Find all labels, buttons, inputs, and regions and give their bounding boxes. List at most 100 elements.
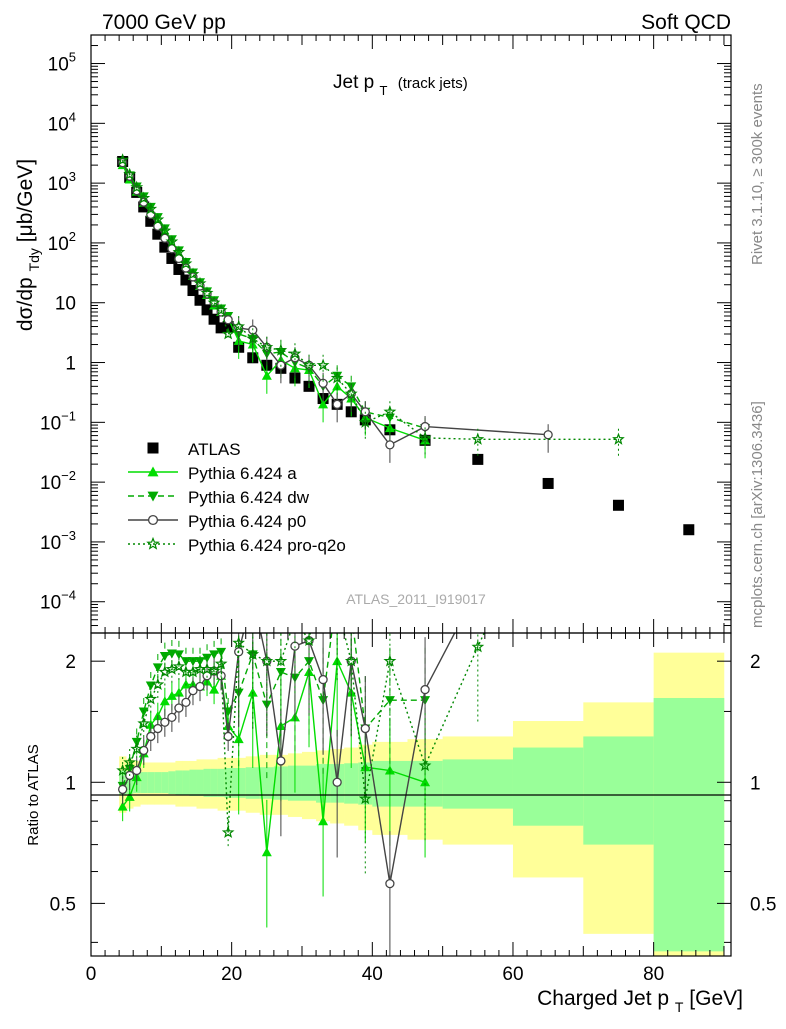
ratio-uncertainty-bands	[119, 652, 725, 956]
data-point	[193, 276, 207, 289]
data-point	[316, 358, 330, 371]
data-point	[158, 224, 172, 237]
y-tick-label: 104	[48, 109, 76, 135]
main-ylabel-main: dσ/dp	[14, 277, 37, 331]
y-tick-label: 105	[48, 50, 76, 76]
green-band-bin	[653, 697, 725, 952]
y-tick-base: 10	[48, 234, 69, 255]
data-point	[358, 415, 372, 428]
ratio-point	[209, 650, 220, 660]
main-frame	[90, 34, 732, 634]
data-point	[222, 321, 234, 333]
green-band-bin	[161, 772, 169, 794]
series-pythia-6-424-pro-q2o	[116, 153, 625, 458]
ratio-point	[332, 777, 342, 787]
ratio-point	[144, 692, 158, 705]
y-tick-base: 10	[40, 473, 61, 494]
x-tick-label: 40	[362, 964, 383, 985]
y-tick-label: 10−2	[40, 468, 76, 494]
ratio-y-tick-label-right: 0.5	[750, 894, 776, 915]
ratio-point	[233, 734, 244, 744]
legend: ATLAS Pythia 6.424 a Pythia 6.424 dw Pythia…	[128, 440, 346, 555]
ratio-point	[209, 684, 220, 694]
ratio-point	[318, 816, 329, 826]
ratio-point	[275, 667, 286, 677]
data-point	[165, 235, 179, 248]
series-pythia-6-424-a	[117, 160, 431, 459]
data-point	[166, 252, 178, 264]
x-axis-label: Charged Jet p T [GeV]	[537, 987, 743, 1017]
data-point	[260, 340, 274, 353]
green-band-bin	[154, 772, 162, 794]
y-tick-label: 102	[48, 229, 76, 255]
data-point	[137, 191, 151, 204]
data-point	[302, 358, 316, 371]
ratio-point	[167, 712, 177, 723]
green-band-bin	[203, 768, 211, 797]
ratio-point	[187, 657, 198, 667]
header-left: 7000 GeV pp	[102, 11, 226, 34]
ratio-point	[130, 742, 144, 755]
ratio-point	[165, 662, 179, 675]
data-point	[221, 327, 235, 340]
data-point	[159, 241, 171, 253]
ratio-point	[173, 687, 184, 697]
green-band-bin	[196, 769, 204, 796]
data-point	[232, 319, 245, 333]
ratio-point	[318, 674, 328, 685]
header-right: Soft QCD	[641, 11, 731, 34]
ratio-point	[160, 717, 170, 727]
data-point	[201, 304, 213, 316]
green-band-bin	[210, 768, 218, 797]
svg-text:dσ/dp Tdy [μb/GeV: dσ/dp Tdy [μb/GeV]	[14, 159, 44, 331]
legend-entry: ATLAS	[147, 440, 241, 459]
ratio-point	[158, 665, 172, 678]
ratio-point	[276, 756, 286, 766]
data-point	[472, 453, 484, 465]
data-point	[123, 167, 137, 180]
series-line	[121, 161, 426, 429]
ratio-point	[180, 657, 191, 667]
data-point	[330, 371, 344, 384]
data-point	[152, 228, 164, 240]
mcplots-label: mcplots.cern.ch [arXiv:1306.3436]	[749, 401, 766, 628]
y-tick-exp: 4	[69, 109, 76, 124]
data-point	[383, 405, 397, 418]
ratio-point	[146, 731, 156, 742]
data-point	[186, 267, 200, 280]
ratio-point	[172, 659, 186, 672]
legend-marker	[147, 466, 159, 477]
chart-title-main: Jet p	[333, 72, 374, 93]
y-tick-exp: −1	[61, 408, 76, 423]
ratio-point	[151, 677, 165, 691]
y-tick-label: 1	[65, 354, 76, 375]
ratio-point	[124, 791, 135, 801]
y-tick-label: 10−3	[40, 528, 76, 554]
ratio-point	[471, 640, 485, 653]
data-point	[116, 153, 130, 166]
green-band-bin	[442, 759, 514, 809]
green-band-bin	[182, 770, 190, 795]
ratio-point	[290, 641, 300, 651]
xlabel-main: Charged Jet p	[537, 987, 669, 1010]
data-point	[542, 477, 554, 489]
data-point	[173, 263, 185, 275]
xlabel-sub: T	[675, 999, 684, 1015]
legend-entry: Pythia 6.424 a	[128, 464, 297, 483]
y-tick-exp: 5	[69, 50, 76, 65]
y-tick-base: 10	[48, 174, 69, 195]
data-point	[207, 296, 221, 309]
legend-entry: Pythia 6.424 p0	[128, 512, 306, 531]
legend-entry: Pythia 6.424 pro-q2o	[128, 536, 346, 555]
x-tick-label: 20	[221, 964, 242, 985]
ratio-point	[132, 765, 142, 776]
legend-label: Pythia 6.424 pro-q2o	[188, 536, 346, 555]
y-tick-base: 10	[48, 55, 69, 76]
data-point	[215, 322, 227, 334]
legend-marker	[147, 491, 159, 502]
green-band-bin	[512, 747, 584, 826]
data-point	[332, 371, 343, 381]
chart-title-extra: (track jets)	[398, 75, 468, 92]
ratio-point	[186, 665, 200, 678]
